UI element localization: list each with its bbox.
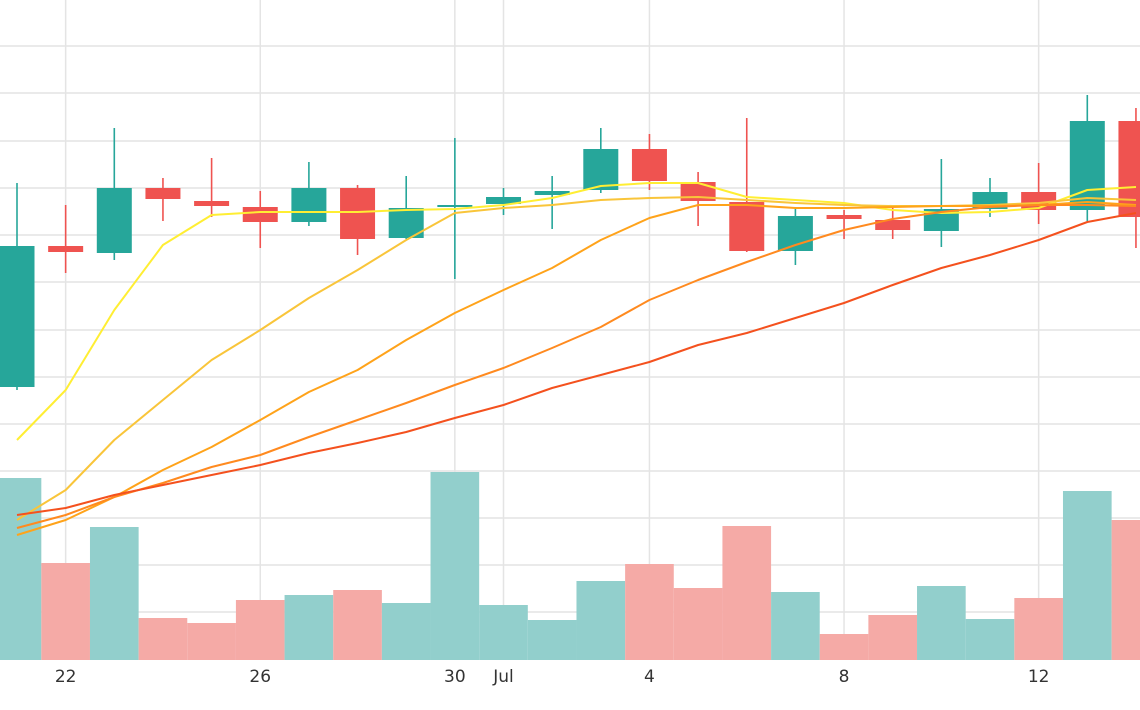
volume-layer: [0, 472, 1140, 660]
x-tick-label: 26: [249, 667, 271, 687]
volume-bar: [333, 590, 382, 660]
volume-bar: [1014, 598, 1063, 660]
volume-bar: [235, 600, 285, 660]
volume-bar: [819, 634, 869, 660]
candle-body: [291, 188, 327, 222]
volume-bar: [868, 615, 918, 660]
candle-body: [729, 202, 765, 251]
candle-body: [1118, 121, 1140, 217]
candle-body: [242, 207, 278, 222]
volume-bar: [1111, 520, 1140, 660]
volume-bar: [625, 564, 674, 660]
candle-body: [1069, 121, 1105, 210]
x-tick-label: 4: [644, 667, 655, 687]
volume-bar: [479, 605, 528, 660]
volume-bar: [187, 623, 236, 660]
candle-body: [0, 246, 35, 387]
label-layer: 22 26 30 Jul 4 8 12: [55, 667, 1050, 687]
moving-average-line: [16, 182, 1137, 441]
ma-layer: [16, 182, 1137, 536]
volume-bar: [0, 478, 42, 660]
candle-body: [48, 246, 84, 252]
volume-bar: [965, 619, 1015, 660]
candle-body: [826, 215, 862, 219]
volume-bar: [284, 595, 334, 660]
x-tick-label: 12: [1028, 667, 1050, 687]
candle-body: [194, 201, 230, 206]
volume-bar: [1062, 491, 1112, 660]
candle-layer: [0, 95, 1140, 390]
volume-bar: [41, 563, 90, 660]
candle-body: [437, 205, 473, 207]
x-tick-label: 8: [839, 667, 850, 687]
volume-bar: [576, 581, 626, 660]
volume-bar: [917, 586, 966, 660]
grid-layer: [0, 0, 1140, 660]
candle-body: [340, 188, 376, 239]
candle-body: [486, 197, 521, 204]
candle-body: [583, 149, 619, 190]
volume-bar: [138, 618, 188, 660]
x-tick-label: 22: [55, 667, 77, 687]
candle-body: [145, 188, 181, 199]
candle-body: [631, 149, 667, 181]
volume-bar: [771, 592, 820, 660]
candle-body: [923, 209, 959, 231]
x-tick-label: Jul: [492, 667, 514, 687]
volume-bar: [673, 588, 723, 660]
candle-body: [96, 188, 132, 253]
x-tick-label: 30: [444, 667, 466, 687]
candle-body: [875, 220, 911, 230]
volume-bar: [722, 526, 772, 660]
volume-bar: [381, 603, 431, 660]
volume-bar: [89, 527, 139, 660]
volume-bar: [527, 620, 577, 660]
candle-body: [534, 191, 570, 195]
moving-average-line: [16, 204, 1137, 529]
moving-average-line: [16, 201, 1137, 536]
moving-average-line: [16, 212, 1137, 516]
volume-bar: [430, 472, 480, 660]
